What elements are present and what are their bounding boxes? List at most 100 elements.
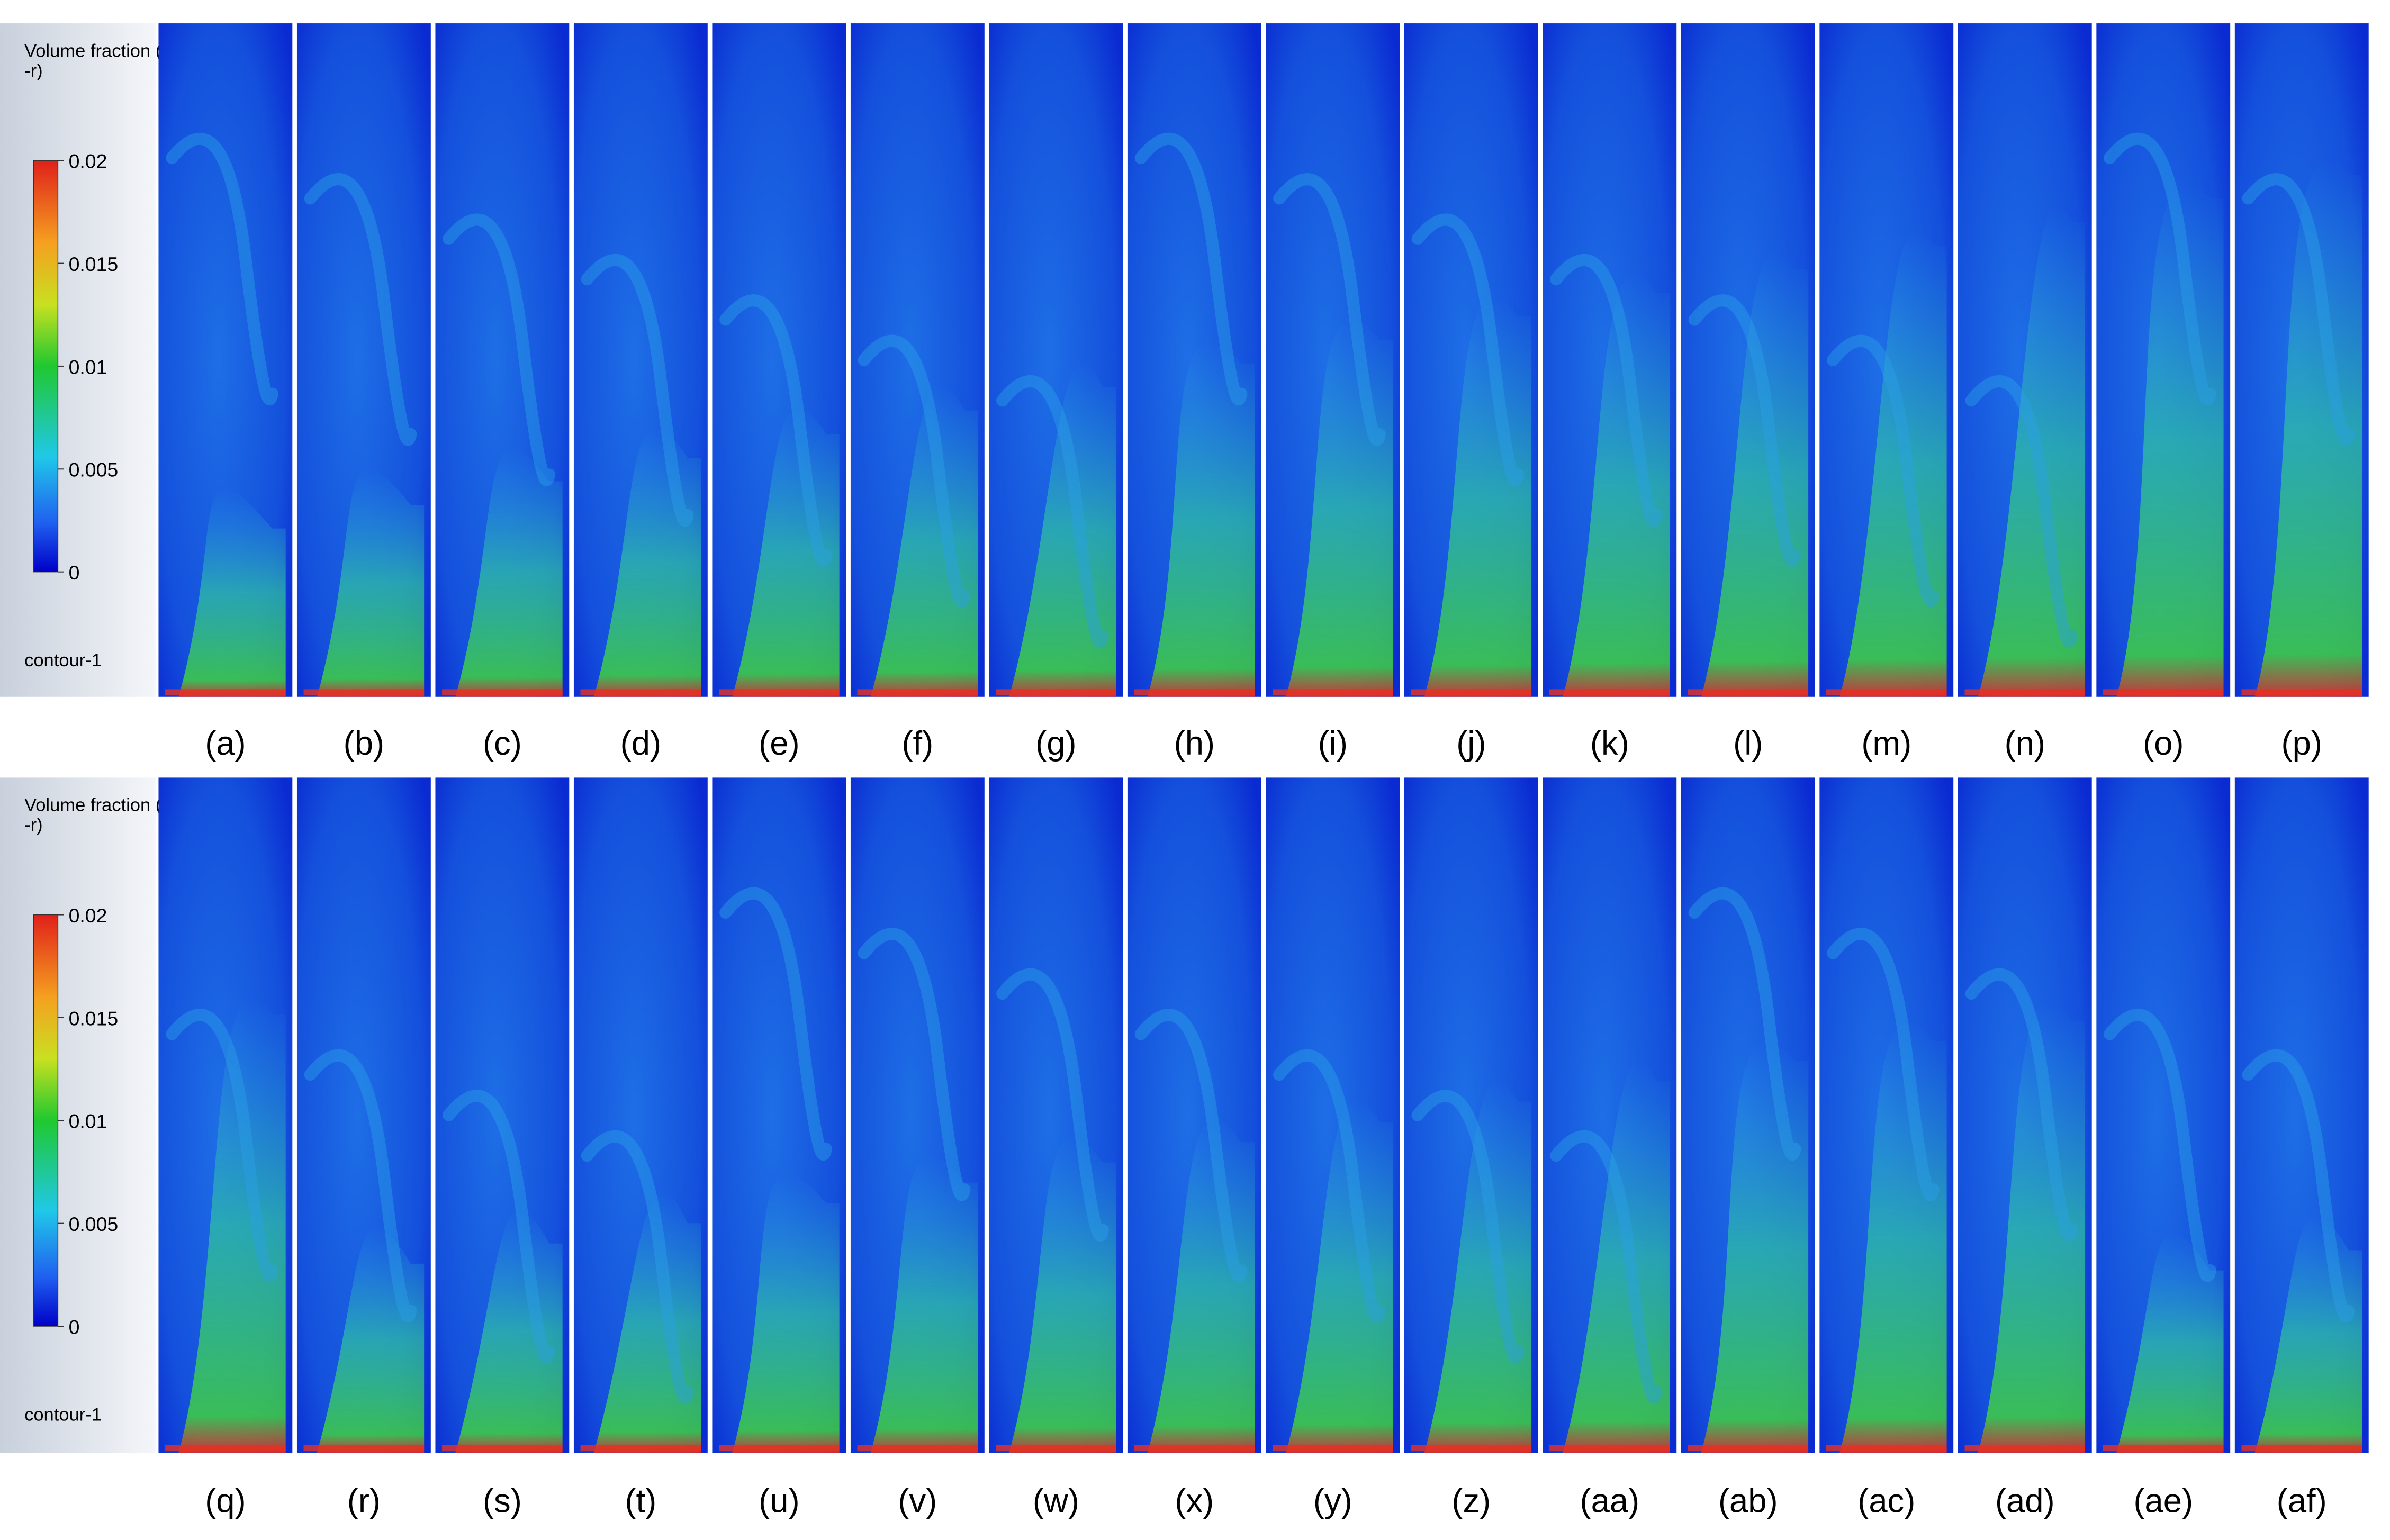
- colorbar: [33, 160, 59, 573]
- flow-structure: [1839, 229, 1947, 697]
- flow-structure: [1424, 296, 1532, 697]
- panel-label: (q): [205, 1482, 246, 1519]
- flow-swirl: [719, 294, 832, 567]
- flow-structure: [1147, 1118, 1255, 1453]
- panel-label: (v): [898, 1482, 937, 1519]
- inlet-strip: [580, 1445, 701, 1452]
- flow-structure: [317, 1227, 425, 1453]
- panel-label: (r): [347, 1482, 381, 1519]
- panel-label: (f): [901, 725, 933, 762]
- colorbar-tick-label: 0.02: [69, 150, 107, 173]
- legend-title: -r): [24, 815, 43, 835]
- inlet-strip: [303, 1445, 425, 1452]
- panel-label: (e): [759, 725, 799, 762]
- inlet-strip: [442, 1445, 563, 1452]
- contour-panel: [158, 23, 293, 697]
- contour-panel: [2234, 23, 2369, 697]
- colorbar: [33, 914, 59, 1327]
- panel-label: (n): [2005, 725, 2045, 762]
- inlet-strip: [1964, 689, 2086, 695]
- flow-swirl: [1550, 253, 1663, 527]
- flow-swirl: [858, 928, 971, 1201]
- inlet-strip: [719, 1445, 840, 1452]
- flow-swirl: [2242, 1049, 2355, 1323]
- inlet-strip: [580, 689, 701, 695]
- panel-label: (m): [1861, 725, 1911, 762]
- contour-panel: [2234, 777, 2369, 1453]
- inlet-strip: [719, 689, 840, 695]
- flow-swirl: [1827, 928, 1940, 1201]
- flow-swirl: [2104, 1009, 2216, 1282]
- contour-panel: [435, 777, 570, 1453]
- inlet-strip: [1411, 689, 1532, 695]
- colorbar-tick-label: 0: [69, 1316, 80, 1338]
- flow-structure: [1147, 341, 1255, 697]
- contour-panel: [712, 777, 846, 1453]
- inlet-strip: [1134, 689, 1255, 695]
- flow-swirl: [1273, 1049, 1386, 1323]
- contour-panel: [2096, 23, 2231, 697]
- contour-panel: [1404, 777, 1538, 1453]
- flow-swirl: [1827, 334, 1940, 608]
- flow-structure: [732, 406, 840, 697]
- contour-panel: [1127, 777, 1261, 1453]
- contour-panel: [1958, 777, 2092, 1453]
- contour-panel: [989, 777, 1123, 1453]
- flow-structure: [2116, 1232, 2224, 1453]
- colorbar-tick-label: 0: [69, 561, 80, 584]
- flow-structure: [1286, 319, 1393, 697]
- panel-label: (af): [2277, 1482, 2327, 1519]
- inlet-strip: [1826, 689, 1947, 695]
- panel-label: (ad): [1995, 1482, 2055, 1519]
- flow-swirl: [1134, 1009, 1248, 1282]
- flow-swirl: [858, 334, 971, 608]
- contour-panel: [1819, 23, 1954, 697]
- inlet-strip: [165, 689, 286, 695]
- inlet-strip: [1826, 1445, 1947, 1452]
- flow-structure: [1286, 1099, 1393, 1453]
- colorbar-tick-label: 0.015: [69, 253, 119, 275]
- flow-swirl: [1411, 213, 1525, 486]
- inlet-strip: [1549, 689, 1670, 695]
- panel-label: (y): [1313, 1482, 1352, 1519]
- flow-structure: [593, 1192, 701, 1453]
- contour-panel: [1543, 777, 1677, 1453]
- inlet-strip: [1688, 689, 1809, 695]
- panel-label: (z): [1451, 1482, 1491, 1519]
- flow-structure: [1009, 1137, 1116, 1453]
- flow-swirl: [1965, 968, 2078, 1242]
- panel-label: (j): [1456, 725, 1486, 762]
- flow-structure: [1701, 251, 1809, 697]
- panel-label: (b): [344, 725, 384, 762]
- contour-panel: [850, 777, 985, 1453]
- flow-structure: [1009, 363, 1116, 697]
- legend-name: contour-1: [24, 1405, 102, 1425]
- contour-panel: [296, 23, 431, 697]
- panel-label: (s): [483, 1482, 522, 1519]
- flow-structure: [870, 385, 978, 697]
- inlet-strip: [857, 1445, 978, 1452]
- flow-swirl: [1550, 1130, 1663, 1404]
- inlet-strip: [996, 689, 1116, 695]
- flow-structure: [593, 428, 701, 697]
- legend-title: Volume fraction (ai: [24, 795, 176, 816]
- flow-swirl: [304, 1049, 417, 1323]
- contour-panel: [712, 23, 846, 697]
- flow-structure: [1978, 206, 2086, 697]
- panel-label: (aa): [1580, 1482, 1639, 1519]
- flow-swirl: [166, 132, 278, 406]
- contour-panel: [1819, 777, 1954, 1453]
- flow-structure: [455, 448, 563, 697]
- flow-structure: [1563, 274, 1670, 697]
- colorbar-tick-label: 0.005: [69, 1213, 119, 1235]
- flow-structure: [2254, 160, 2362, 697]
- contour-panel: [1266, 23, 1400, 697]
- inlet-strip: [857, 689, 978, 695]
- panel-label: (u): [759, 1482, 799, 1519]
- colorbar-tick-label: 0.005: [69, 459, 119, 481]
- contour-panel: [2096, 777, 2231, 1453]
- inlet-strip: [442, 689, 563, 695]
- contour-panel: [989, 23, 1123, 697]
- contour-panel: [1958, 23, 2092, 697]
